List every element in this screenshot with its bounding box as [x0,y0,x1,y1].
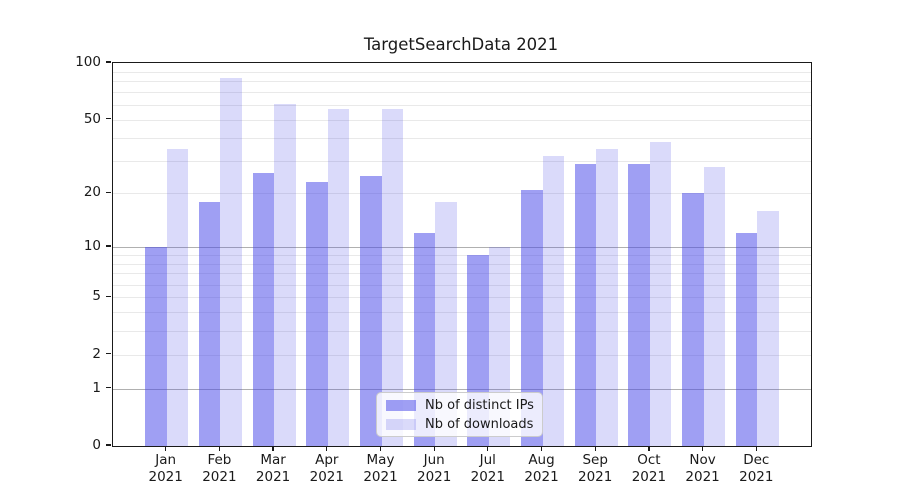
gridline [113,273,811,275]
x-tick-mark [701,446,704,452]
bar-downloads-mar [274,103,296,446]
x-tick-mark [326,446,328,452]
gridline [113,284,811,286]
x-tick-label: Jan 2021 [148,452,183,485]
x-tick-label: Jul 2021 [470,452,505,485]
x-tick-mark [433,446,435,452]
x-tick-label: Apr 2021 [309,452,344,485]
gridline [113,388,811,390]
y-tick-label: 0 [92,437,101,453]
bar-downloads-jun [435,201,457,446]
y-tick-label: 1 [92,379,101,396]
gridline [113,71,811,73]
gridline [113,193,811,195]
bar-distinct-ips-mar [252,172,275,446]
x-tick-label: Jun 2021 [417,452,452,485]
bar-distinct-ips-may [360,175,382,446]
y-tick-label: 100 [75,54,101,70]
bar-distinct-ips-oct [628,163,650,446]
x-tick-mark [165,446,167,452]
bar-downloads-feb [220,78,242,446]
y-tick-mark [106,61,111,63]
legend-swatch-downloads [386,418,416,430]
x-tick-label: Nov 2021 [685,452,720,485]
chart-title: TargetSearchData 2021 [363,35,559,54]
x-tick-label: May 2021 [363,452,398,485]
bar-downloads-oct [649,142,672,446]
gridline [113,297,811,299]
legend: Nb of distinct IPs Nb of downloads [376,392,543,437]
bar-distinct-ips-nov [682,193,704,446]
gridline [113,104,811,106]
gridline [113,92,811,94]
y-tick-label: 20 [83,184,101,201]
gridline [113,312,811,314]
legend-label-distinct-ips: Nb of distinct IPs [425,397,534,413]
bar-distinct-ips-feb [198,201,221,446]
bar-downloads-may [381,109,403,446]
gridline [113,331,811,332]
bar-distinct-ips-dec [735,233,758,446]
bar-distinct-ips-aug [521,189,543,446]
bar-downloads-apr [327,109,350,446]
bar-downloads-dec [757,210,779,446]
gridline [113,354,811,356]
x-tick-label: Mar 2021 [255,452,291,485]
y-tick-mark [106,245,111,247]
y-tick-label: 5 [92,288,101,305]
x-tick-mark [272,446,274,452]
gridline [113,119,811,121]
x-tick-mark [487,446,489,452]
y-tick-label: 10 [83,238,101,254]
gridline [113,254,811,256]
y-tick-mark [106,386,111,389]
x-tick-label: Dec 2021 [739,452,774,485]
legend-label-downloads: Nb of downloads [425,416,534,432]
x-tick-mark [755,446,757,452]
bar-distinct-ips-sep [574,163,597,446]
plot-area [112,62,812,447]
x-tick-mark [379,446,382,452]
gridline [113,161,811,162]
legend-item-downloads: Nb of downloads [386,417,533,432]
y-tick-mark [106,118,111,120]
gridline [113,137,811,139]
x-tick-mark [540,446,543,452]
x-tick-mark [218,446,221,452]
bar-distinct-ips-jan [145,247,167,446]
y-tick-label: 50 [83,110,101,127]
bar-downloads-sep [596,148,618,446]
legend-swatch-distinct-ips [386,399,416,411]
x-tick-mark [594,446,596,452]
y-tick-mark [106,295,111,297]
y-tick-mark [106,444,111,446]
bar-downloads-aug [542,155,564,446]
bar-downloads-nov [703,166,726,446]
bar-downloads-jan [166,148,189,446]
gridline [113,263,811,265]
x-tick-label: Feb 2021 [202,452,237,485]
y-tick-label: 2 [92,345,101,362]
x-tick-label: Aug 2021 [524,452,559,485]
bar-distinct-ips-apr [306,182,328,446]
gridline [113,247,811,248]
y-tick-mark [106,353,111,355]
x-tick-label: Oct 2021 [631,452,667,485]
x-tick-mark [648,446,650,452]
gridline [113,81,811,83]
x-tick-label: Sep 2021 [578,452,613,485]
y-tick-mark [106,191,111,193]
legend-item-distinct-ips: Nb of distinct IPs [386,397,534,413]
